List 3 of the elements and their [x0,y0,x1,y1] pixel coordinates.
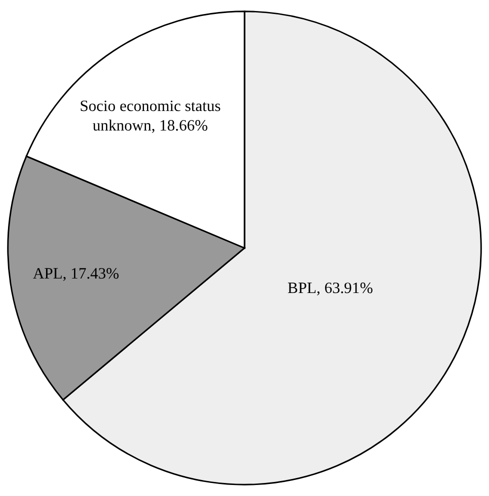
slice-label: BPL, 63.91% [288,280,373,297]
slice-label: APL, 17.43% [32,265,120,282]
slice-label: Socio economic status unknown, 18.66% [80,98,221,135]
